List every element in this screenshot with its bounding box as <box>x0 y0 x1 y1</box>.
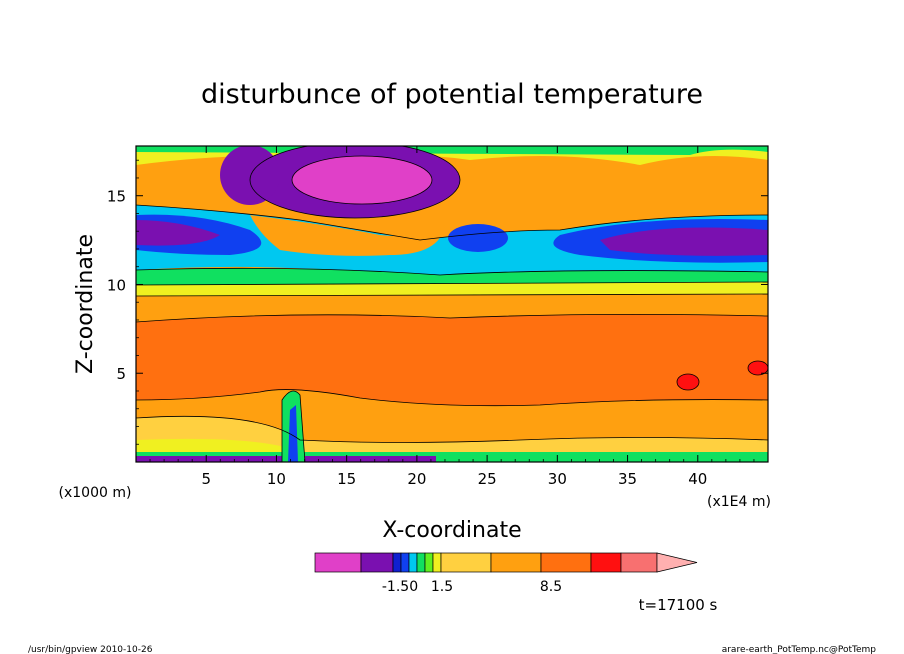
x-axis: 5 10 15 20 25 30 35 40 <box>149 146 755 488</box>
right-purple-cell <box>600 227 768 256</box>
colorbar-segment <box>392 552 402 573</box>
center-orange-tongue <box>250 215 445 256</box>
x-tick-label: 30 <box>548 470 567 488</box>
colorbar-segment <box>408 552 418 573</box>
upper-magenta-cell <box>292 156 432 204</box>
x-unit-right-label: (x1E4 m) <box>707 494 771 510</box>
x-tick-label: 5 <box>201 470 211 488</box>
chart-title: disturbunce of potential temperature <box>201 79 703 110</box>
contour-lines <box>136 146 768 462</box>
colorbar-segment <box>620 552 658 573</box>
colorbar-labels: -1.50 1.5 8.5 <box>382 579 562 595</box>
red-cell-1 <box>677 374 699 390</box>
x-tick-label: 20 <box>407 470 426 488</box>
left-purple-cell <box>136 220 220 246</box>
colorbar-segment <box>490 552 542 573</box>
main-dark-orange-region <box>136 314 768 406</box>
x-axis-label: X-coordinate <box>382 518 521 543</box>
colorbar-segment <box>416 552 426 573</box>
colorbar-segment <box>432 552 442 573</box>
y-tick-label: 15 <box>107 188 126 206</box>
red-cell-2 <box>748 361 768 375</box>
colorbar-label: 8.5 <box>540 579 562 595</box>
colorbar-segment <box>590 552 622 573</box>
colorbar-segment <box>400 552 410 573</box>
contour-field <box>136 146 768 462</box>
y-tick-label: 10 <box>107 276 126 294</box>
colorbar-label: 1.5 <box>431 579 453 595</box>
footer-right: arare-earth_PotTemp.nc@PotTemp <box>722 645 877 654</box>
y-tick-label: 5 <box>116 365 126 383</box>
colorbar-segment <box>540 552 592 573</box>
colorbar-segment <box>440 552 492 573</box>
x-tick-label: 35 <box>618 470 637 488</box>
colorbar-segment <box>314 552 362 573</box>
upper-purple-lobe <box>220 146 280 205</box>
colorbar-segment <box>424 552 434 573</box>
x-tick-label: 15 <box>337 470 356 488</box>
time-label: t=17100 s <box>639 596 718 614</box>
x-tick-label: 25 <box>478 470 497 488</box>
plot-frame <box>135 145 769 463</box>
y-axis: 5 10 15 <box>107 159 768 445</box>
colorbar <box>314 552 698 573</box>
plume-blue <box>288 405 298 462</box>
colorbar-arrow <box>656 552 698 573</box>
x-unit-left-label: (x1000 m) <box>59 485 132 501</box>
colorbar-segment <box>360 552 394 573</box>
y-axis-label: Z-coordinate <box>73 234 98 374</box>
x-tick-label: 10 <box>267 470 286 488</box>
center-blue-cell <box>448 224 508 252</box>
x-tick-label: 40 <box>688 470 707 488</box>
footer-left: /usr/bin/gpview 2010-10-26 <box>28 645 153 654</box>
colorbar-label: -1.50 <box>382 579 418 595</box>
bottom-green-band <box>136 452 768 462</box>
